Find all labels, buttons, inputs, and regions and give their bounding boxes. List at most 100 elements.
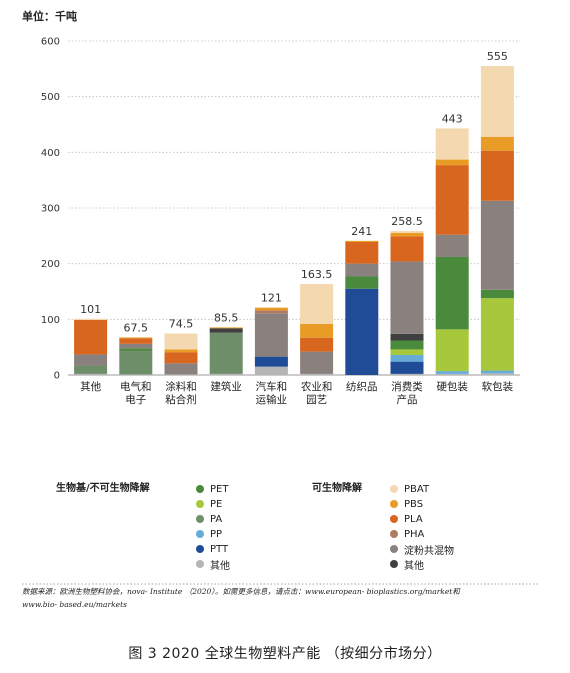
x-category-label: 软包装 [482, 380, 514, 393]
bar-segment [435, 329, 469, 372]
y-tick-label: 200 [41, 259, 60, 270]
legend-swatch [390, 515, 398, 523]
bar-segment [390, 231, 424, 233]
bar-segment [345, 288, 379, 375]
bar-segment [254, 310, 288, 314]
legend-label: PE [210, 498, 223, 510]
bar-segment [480, 370, 514, 374]
bar-segment [390, 232, 424, 237]
bar-segment [435, 373, 469, 375]
legend-label: PBAT [404, 483, 430, 495]
bar-segment [390, 349, 424, 355]
legend-swatch [196, 515, 204, 523]
x-category-label: 园艺 [306, 394, 327, 406]
bar-segment [300, 351, 334, 374]
source-line-1: 数据来源：欧洲生物塑料协会，nova- Institute （2020）。如需更… [22, 587, 460, 596]
bar-segment [164, 352, 198, 364]
bar-total-label: 74.5 [169, 318, 194, 331]
bar-segment [480, 200, 514, 290]
bar-segment [74, 373, 108, 375]
legend-label: PTT [210, 543, 229, 555]
legend-swatch [196, 500, 204, 508]
x-category-label: 建筑业 [210, 380, 242, 393]
legend-label: PP [210, 528, 223, 540]
legend-label: PLA [404, 513, 423, 525]
x-category-label: 消费类 [391, 380, 423, 393]
legend-item: PHA [390, 527, 424, 541]
x-category-label: 运输业 [256, 393, 288, 406]
legend-item: 其他 [390, 557, 424, 572]
x-category-label: 电气和 [120, 380, 152, 393]
legend-item: PTT [196, 542, 228, 556]
legend-item: PBS [390, 497, 423, 511]
source-note: 数据来源：欧洲生物塑料协会，nova- Institute （2020）。如需更… [22, 585, 542, 613]
y-tick-label: 400 [41, 148, 60, 159]
legend-item: 其他 [196, 557, 230, 572]
bar-segment [390, 354, 424, 362]
bar-segment [390, 236, 424, 262]
bar-segment [164, 333, 198, 350]
bar-segment [74, 318, 108, 320]
x-category-label: 其他 [80, 380, 101, 393]
legend-item: PLA [390, 512, 423, 526]
bar-segment [480, 150, 514, 201]
bar-segment [74, 354, 108, 366]
bar-segment [435, 256, 469, 330]
bar-segment [390, 373, 424, 375]
legend-swatch [390, 560, 398, 568]
x-category-label: 粘合剂 [165, 393, 197, 406]
bar-segment [74, 365, 108, 374]
bar-total-label: 241 [351, 225, 372, 238]
bar-segment [480, 66, 514, 137]
bar-total-label: 67.5 [124, 321, 149, 334]
bar-segment [119, 343, 153, 349]
x-category-label: 硬包装 [436, 380, 468, 393]
bar-segment [164, 374, 198, 375]
x-category-label: 农业和 [301, 380, 333, 393]
legend-label: 其他 [210, 560, 230, 572]
bar-segment [209, 328, 243, 333]
bar-segment [435, 371, 469, 374]
bar-segment [345, 241, 379, 264]
bar-segment [390, 333, 424, 341]
legend-label: PET [210, 483, 229, 495]
legend-swatch [390, 530, 398, 538]
bar-total-label: 85.5 [214, 311, 239, 324]
bar-segment [300, 323, 334, 338]
x-category-label: 电子 [125, 393, 146, 406]
bar-segment [300, 373, 334, 375]
bar-segment [300, 337, 334, 352]
bar-total-label: 121 [261, 292, 282, 305]
legend-swatch [196, 530, 204, 538]
unit-label: 单位：千吨 [22, 10, 77, 23]
legend-swatch [390, 500, 398, 508]
legend-label: 淀粉共混物 [404, 545, 454, 557]
legend-item: PP [196, 527, 222, 541]
bar-segment [480, 298, 514, 371]
bar-segment [164, 363, 198, 375]
y-tick-label: 300 [41, 204, 60, 215]
legend-swatch [196, 485, 204, 493]
bar-segment [390, 340, 424, 350]
legend-label: PHA [404, 528, 425, 540]
y-tick-label: 0 [54, 371, 60, 382]
bar-segment [254, 313, 288, 357]
bar-segment [209, 373, 243, 375]
y-tick-label: 500 [41, 92, 60, 103]
bar-segment [390, 261, 424, 334]
bar-total-label: 258.5 [391, 215, 423, 228]
bar-segment [119, 348, 153, 351]
bar-segment [254, 307, 288, 311]
legend-label: 其他 [404, 560, 424, 572]
legend-label: PBS [404, 498, 424, 510]
x-category-label: 纺织品 [346, 380, 378, 393]
figure-caption: 图 3 2020 全球生物塑料产能 （按细分市场分） [128, 646, 442, 662]
bar-segment [345, 240, 379, 242]
bar-segment [254, 356, 288, 367]
bar-segment [119, 338, 153, 344]
bar-segment [435, 234, 469, 257]
x-category-label: 汽车和 [256, 380, 288, 393]
bar-total-label: 443 [442, 112, 463, 125]
bar-segment [209, 332, 243, 374]
